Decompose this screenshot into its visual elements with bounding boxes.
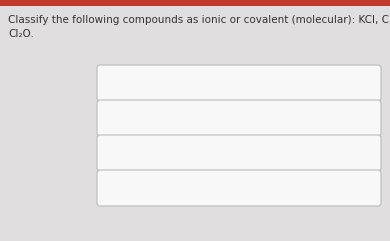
Text: A) Ionic, covalent, covalent.: A) Ionic, covalent, covalent. xyxy=(110,76,274,89)
Bar xyxy=(0,0,390,6)
Text: D) Ionic, covalent, ionic.: D) Ionic, covalent, ionic. xyxy=(110,181,252,194)
FancyBboxPatch shape xyxy=(97,170,381,206)
FancyBboxPatch shape xyxy=(97,65,381,101)
FancyBboxPatch shape xyxy=(97,135,381,171)
Text: B) Ionic, ionic, covalent.: B) Ionic, ionic, covalent. xyxy=(110,112,252,125)
FancyBboxPatch shape xyxy=(97,100,381,136)
Text: Cl₂O.: Cl₂O. xyxy=(8,29,34,39)
Text: C) Covalent, covalent, ionic.: C) Covalent, covalent, ionic. xyxy=(110,147,276,160)
Text: Classify the following compounds as ionic or covalent (molecular): KCl, CrCl₂,: Classify the following compounds as ioni… xyxy=(8,15,390,25)
